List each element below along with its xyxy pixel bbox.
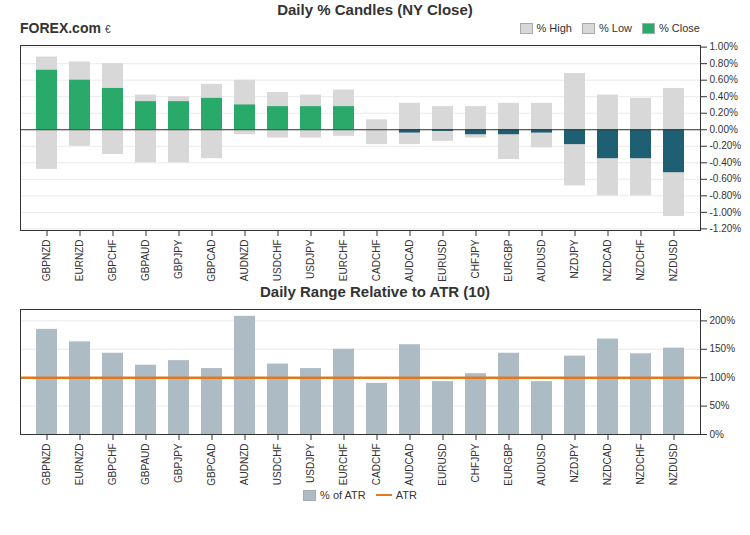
svg-text:USDJPY: USDJPY — [305, 239, 316, 279]
svg-text:NZDCHF: NZDCHF — [635, 444, 646, 485]
svg-text:NZDJPY: NZDJPY — [569, 443, 580, 482]
svg-text:NZDCAD: NZDCAD — [602, 444, 613, 486]
svg-text:AUDCAD: AUDCAD — [404, 240, 415, 282]
svg-text:EURCHF: EURCHF — [338, 444, 349, 486]
svg-text:USDCHF: USDCHF — [272, 444, 283, 486]
svg-text:GBPCHF: GBPCHF — [107, 240, 118, 282]
svg-text:GBPCAD: GBPCAD — [206, 444, 217, 486]
svg-text:AUDNZD: AUDNZD — [239, 240, 250, 282]
svg-text:EURGBP: EURGBP — [503, 239, 514, 282]
svg-text:EURNZD: EURNZD — [74, 444, 85, 486]
svg-text:150%: 150% — [710, 343, 736, 354]
svg-text:NZDCAD: NZDCAD — [602, 240, 613, 282]
svg-text:EURUSD: EURUSD — [437, 444, 448, 486]
svg-text:GBPJPY: GBPJPY — [173, 443, 184, 483]
svg-text:NZDJPY: NZDJPY — [569, 239, 580, 278]
svg-text:GBPAUD: GBPAUD — [140, 444, 151, 486]
svg-text:50%: 50% — [710, 400, 730, 411]
svg-text:CADCHF: CADCHF — [371, 240, 382, 282]
svg-text:USDCHF: USDCHF — [272, 240, 283, 282]
svg-text:GBPNZD: GBPNZD — [41, 444, 52, 486]
svg-text:GBPAUD: GBPAUD — [140, 240, 151, 282]
svg-text:0.00%: 0.00% — [710, 124, 738, 135]
svg-text:AUDCAD: AUDCAD — [404, 444, 415, 486]
svg-text:EURNZD: EURNZD — [74, 240, 85, 282]
svg-text:1.00%: 1.00% — [710, 41, 738, 52]
svg-text:-0.20%: -0.20% — [710, 140, 742, 151]
svg-text:AUDUSD: AUDUSD — [536, 444, 547, 486]
svg-text:GBPNZD: GBPNZD — [41, 240, 52, 282]
html-text:ATR: ATR — [395, 489, 417, 501]
svg-text:USDJPY: USDJPY — [305, 443, 316, 483]
svg-text:CHFJPY: CHFJPY — [470, 239, 481, 278]
svg-text:CADCHF: CADCHF — [371, 444, 382, 486]
svg-text:100%: 100% — [710, 372, 736, 383]
svg-text:NZDUSD: NZDUSD — [668, 240, 679, 282]
html-text:% Close: % Close — [659, 22, 700, 34]
svg-text:0.60%: 0.60% — [710, 74, 738, 85]
svg-text:0.20%: 0.20% — [710, 107, 738, 118]
svg-text:AUDNZD: AUDNZD — [239, 444, 250, 486]
svg-text:GBPCAD: GBPCAD — [206, 240, 217, 282]
svg-text:EURUSD: EURUSD — [437, 240, 448, 282]
html-text:% High: % High — [536, 22, 572, 34]
svg-text:GBPJPY: GBPJPY — [173, 239, 184, 279]
svg-text:-0.80%: -0.80% — [710, 190, 742, 201]
svg-text:-1.20%: -1.20% — [710, 223, 742, 234]
html-text:Daily Range Relative to ATR (1: Daily Range Relative to ATR (10) — [260, 283, 490, 300]
html-text:% Low: % Low — [599, 22, 632, 34]
svg-text:0%: 0% — [710, 429, 725, 440]
svg-text:-1.00%: -1.00% — [710, 207, 742, 218]
svg-text:GBPCHF: GBPCHF — [107, 444, 118, 486]
html-text:Daily % Candles (NY Close): Daily % Candles (NY Close) — [277, 1, 473, 18]
html-text:FOREX.com €: FOREX.com € — [20, 20, 111, 36]
svg-text:AUDUSD: AUDUSD — [536, 240, 547, 282]
svg-text:-0.60%: -0.60% — [710, 173, 742, 184]
svg-text:EURCHF: EURCHF — [338, 240, 349, 282]
svg-text:0.40%: 0.40% — [710, 91, 738, 102]
svg-text:0.80%: 0.80% — [710, 58, 738, 69]
svg-text:EURGBP: EURGBP — [503, 443, 514, 486]
svg-text:200%: 200% — [710, 315, 736, 326]
svg-text:CHFJPY: CHFJPY — [470, 443, 481, 482]
svg-text:NZDUSD: NZDUSD — [668, 444, 679, 486]
svg-text:NZDCHF: NZDCHF — [635, 240, 646, 281]
svg-text:-0.40%: -0.40% — [710, 157, 742, 168]
html-text:% of ATR: % of ATR — [320, 489, 366, 501]
